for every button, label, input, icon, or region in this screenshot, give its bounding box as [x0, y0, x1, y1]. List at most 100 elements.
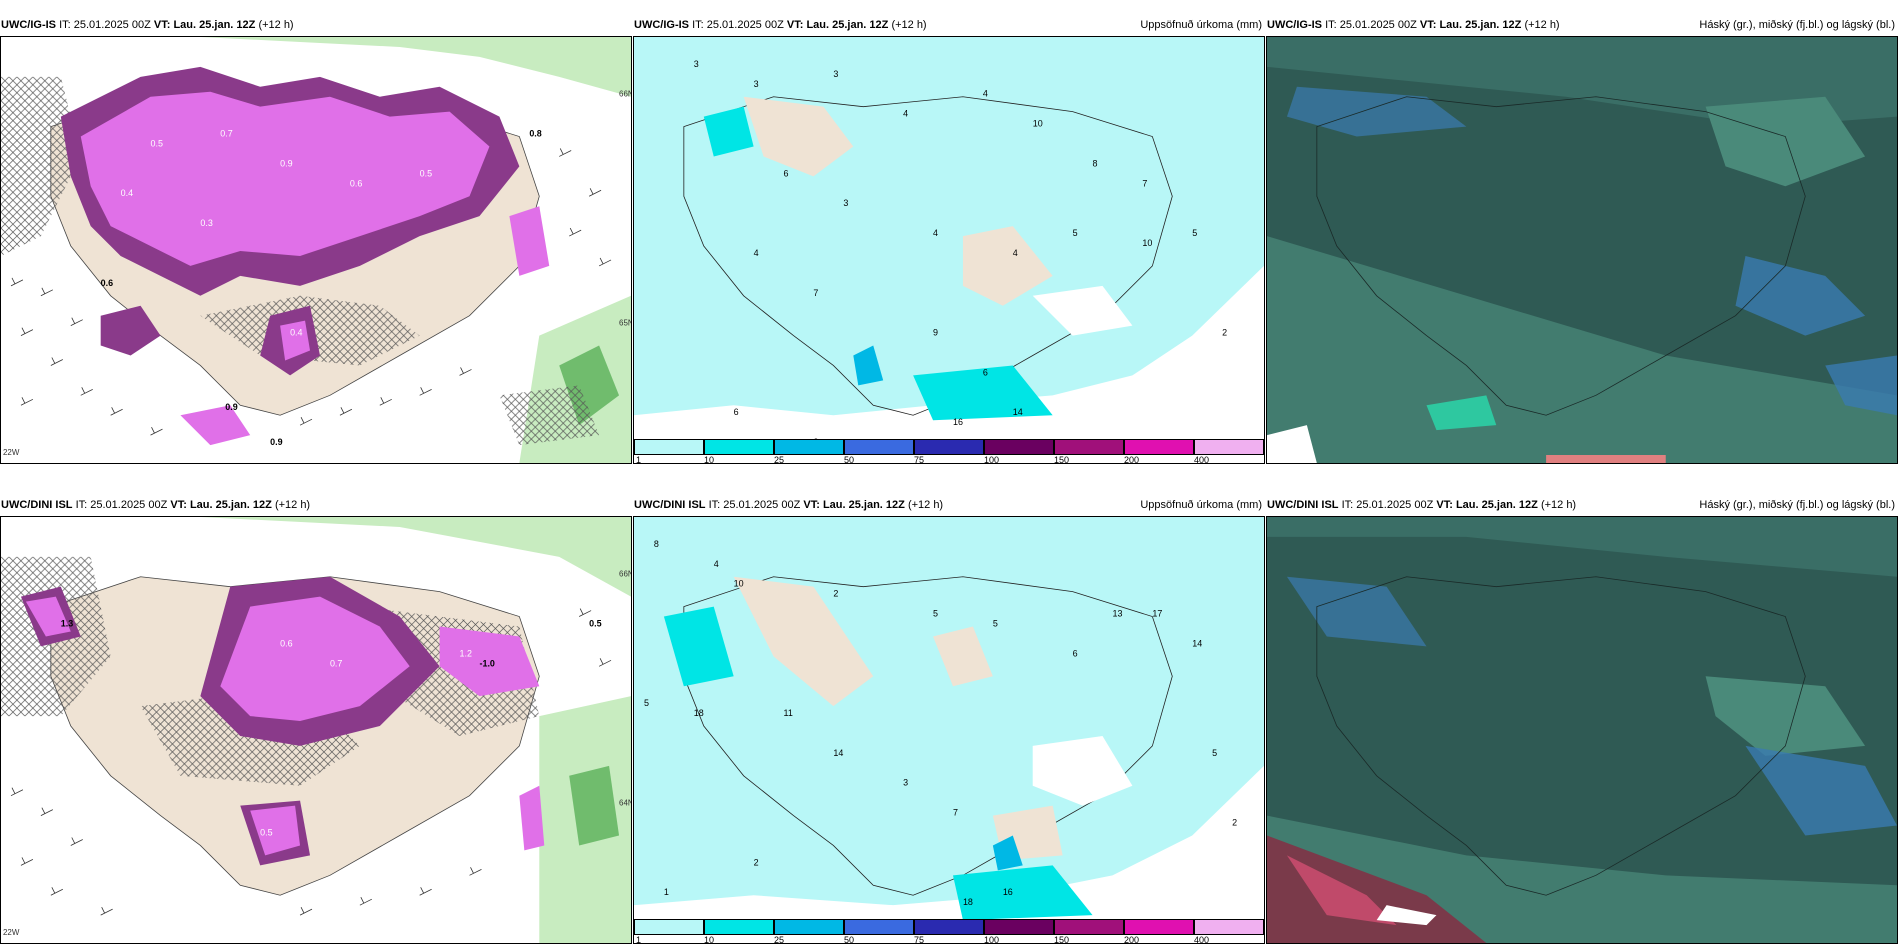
svg-text:0.8: 0.8 [529, 129, 541, 139]
svg-text:7: 7 [1142, 178, 1147, 188]
legend-tick: 100 [984, 935, 1000, 945]
svg-text:6: 6 [734, 407, 739, 417]
panel-header-cloud-bottom: UWC/DINI ISL IT: 25.01.2025 00Z VT: Lau.… [1267, 495, 1576, 515]
legend-swatch [844, 439, 914, 455]
lead-time: (+12 h) [1540, 499, 1577, 511]
svg-text:0.6: 0.6 [350, 178, 362, 188]
land-area [683, 96, 1173, 416]
vt-label: VT: [786, 19, 804, 31]
svg-text:8: 8 [1093, 158, 1098, 168]
it-value: 25.01.2025 00Z [1356, 499, 1434, 511]
svg-text:10: 10 [1142, 238, 1152, 248]
legend-tick: 10 [704, 935, 715, 945]
svg-text:6: 6 [784, 168, 789, 178]
panel-snow-bottom: UWC/DINI ISL IT: 25.01.2025 00Z VT: Lau.… [0, 499, 632, 944]
legend-tick: 50 [844, 455, 855, 465]
vt-value: Lau. 25.jan. 12Z [822, 499, 905, 511]
legend-tick: 400 [1194, 935, 1210, 945]
svg-text:4: 4 [754, 248, 759, 258]
svg-text:0.7: 0.7 [330, 658, 342, 668]
svg-text:16: 16 [1003, 887, 1013, 897]
it-value: 25.01.2025 00Z [723, 499, 801, 511]
svg-text:0.5: 0.5 [420, 168, 432, 178]
legend-swatch [984, 919, 1054, 935]
legend-tick: 150 [1054, 455, 1070, 465]
svg-text:0.5: 0.5 [260, 828, 272, 838]
legend-tick: 150 [1054, 935, 1070, 945]
vt-value: Lau. 25.jan. 12Z [189, 499, 272, 511]
legend-tick: 25 [774, 935, 785, 945]
svg-text:7: 7 [953, 808, 958, 818]
legend-swatch [914, 919, 984, 935]
precip-labels: 8 4 10 2 5 5 6 13 17 14 5 18 11 14 3 7 16 18 5 2 2… [644, 539, 1237, 907]
legend-swatch [844, 919, 914, 935]
svg-text:3: 3 [843, 198, 848, 208]
svg-text:2: 2 [1232, 818, 1237, 828]
legend-tick: 200 [1124, 455, 1140, 465]
svg-text:18: 18 [963, 897, 973, 907]
vt-value: Lau. 25.jan. 12Z [1439, 19, 1522, 31]
precip-title: Uppsöfnuð úrkoma (mm) [1140, 19, 1262, 31]
legend-tick: 50 [844, 935, 855, 945]
svg-text:6: 6 [1073, 648, 1078, 658]
svg-text:3: 3 [754, 79, 759, 89]
svg-text:1.3: 1.3 [61, 618, 73, 628]
svg-text:0.5: 0.5 [589, 618, 601, 628]
axis-lat: 65N [619, 319, 631, 328]
legend-tick: 1 [636, 935, 642, 945]
svg-text:0.9: 0.9 [270, 437, 282, 447]
lead-time: (+12 h) [1524, 19, 1560, 31]
svg-text:0.4: 0.4 [121, 188, 133, 198]
svg-text:7: 7 [813, 288, 818, 298]
snow-map-top: 0.5 0.7 0.9 0.6 0.5 0.4 0.3 0.4 0.6 0.9 0.9 0.… [1, 37, 631, 463]
panel-snow-top: UWC/IG-IS IT: 25.01.2025 00Z VT: Lau. 25… [0, 19, 632, 464]
legend-swatch [774, 919, 844, 935]
it-label: IT: [75, 499, 88, 511]
svg-text:5: 5 [1073, 228, 1078, 238]
legend-tick: 400 [1194, 455, 1210, 465]
vt-label: VT: [803, 499, 820, 511]
legend-swatch [914, 439, 984, 455]
svg-text:4: 4 [983, 89, 988, 99]
svg-text:10: 10 [1033, 119, 1043, 129]
it-label: IT: [1341, 499, 1354, 511]
it-value: 25.01.2025 00Z [1339, 19, 1417, 31]
svg-text:1.2: 1.2 [460, 648, 472, 658]
legend-swatch [1124, 439, 1194, 455]
model-name: UWC/IG-IS [634, 19, 689, 31]
vt-value: Lau. 25.jan. 12Z [173, 19, 256, 31]
vt-value: Lau. 25.jan. 12Z [806, 19, 889, 31]
legend-tick: 1 [636, 455, 642, 465]
svg-text:14: 14 [833, 748, 843, 758]
model-name: UWC/DINI ISL [634, 499, 706, 511]
snow-map-bottom: 0.6 0.7 1.2 0.5 1.3 -1.0 0.5 66N 64N 22W [1, 517, 631, 943]
panel-header-precip-top: UWC/IG-IS IT: 25.01.2025 00Z VT: Lau. 25… [634, 15, 927, 35]
axis-lat: 66N [619, 570, 631, 579]
legend-tick: 100 [984, 455, 1000, 465]
svg-text:0.5: 0.5 [151, 138, 163, 148]
legend-swatch [1194, 439, 1264, 455]
svg-text:8: 8 [654, 539, 659, 549]
svg-text:3: 3 [694, 59, 699, 69]
svg-text:17: 17 [1152, 609, 1162, 619]
legend-swatch [704, 919, 774, 935]
lead-time: (+12 h) [258, 19, 294, 31]
green-area [1, 37, 631, 97]
svg-text:0.6: 0.6 [101, 278, 113, 288]
svg-text:14: 14 [1192, 638, 1202, 648]
svg-text:0.9: 0.9 [225, 402, 237, 412]
svg-text:4: 4 [903, 109, 908, 119]
cloud-title: Háský (gr.), miðský (fj.bl.) og lágský (… [1699, 19, 1895, 31]
it-value: 25.01.2025 00Z [73, 19, 151, 31]
svg-text:4: 4 [714, 559, 719, 569]
legend-tick: 25 [774, 455, 785, 465]
axis-lon: 22W [3, 928, 20, 937]
it-value: 25.01.2025 00Z [90, 499, 168, 511]
it-label: IT: [708, 499, 721, 511]
svg-text:5: 5 [1212, 748, 1217, 758]
axis-lat: 66N [619, 90, 631, 99]
svg-text:0.4: 0.4 [290, 328, 302, 338]
legend-swatch [984, 439, 1054, 455]
